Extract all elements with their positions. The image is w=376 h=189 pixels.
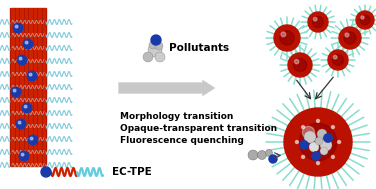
Circle shape [302,155,305,158]
Circle shape [148,43,162,57]
Circle shape [288,53,312,77]
Circle shape [28,135,38,145]
Circle shape [293,58,306,72]
Circle shape [334,55,337,59]
Circle shape [11,87,21,97]
Circle shape [308,12,328,32]
Circle shape [338,140,341,143]
Circle shape [155,52,165,62]
Circle shape [16,119,26,129]
Circle shape [151,35,161,45]
Circle shape [356,11,374,29]
Circle shape [269,155,277,163]
Circle shape [248,150,258,160]
Circle shape [344,32,356,44]
Circle shape [361,16,364,19]
Circle shape [24,105,27,108]
Circle shape [304,131,316,143]
Circle shape [155,42,163,50]
Bar [10,8,46,166]
Text: EC-TPE: EC-TPE [112,167,152,177]
Circle shape [281,32,286,37]
Circle shape [22,103,32,113]
Circle shape [320,139,332,151]
Circle shape [331,155,334,158]
Circle shape [317,119,320,122]
Circle shape [19,151,29,161]
Circle shape [294,60,299,64]
Circle shape [300,141,308,149]
Circle shape [345,33,349,37]
Circle shape [149,41,157,49]
Circle shape [280,31,294,45]
Circle shape [328,50,348,70]
Circle shape [315,137,323,145]
Circle shape [143,52,153,62]
Circle shape [19,57,22,60]
Circle shape [258,150,267,160]
Circle shape [309,142,319,152]
Circle shape [302,126,305,129]
Circle shape [27,71,37,81]
Circle shape [13,89,16,92]
Circle shape [339,27,361,49]
Circle shape [317,129,327,139]
Circle shape [324,134,332,142]
Circle shape [360,15,370,25]
Text: Fluorescence quenching: Fluorescence quenching [120,136,244,145]
Circle shape [312,152,320,160]
Circle shape [284,108,352,176]
Circle shape [302,126,315,139]
Circle shape [314,17,317,21]
Circle shape [30,137,33,140]
Circle shape [317,162,320,165]
Circle shape [29,73,32,76]
Text: Pollutants: Pollutants [169,43,229,53]
Circle shape [21,153,24,156]
Circle shape [15,25,18,28]
Circle shape [41,167,51,177]
Circle shape [265,149,273,156]
Circle shape [25,41,28,44]
FancyArrow shape [118,79,216,97]
Circle shape [296,140,299,143]
Circle shape [299,123,337,161]
Circle shape [312,16,323,28]
Circle shape [274,25,300,51]
Text: Morphology transition: Morphology transition [120,112,233,121]
Circle shape [23,39,33,49]
Circle shape [18,121,21,124]
Text: Opaque-transparent transition: Opaque-transparent transition [120,124,277,133]
Circle shape [331,126,334,129]
Circle shape [332,54,344,66]
Circle shape [320,147,328,155]
Circle shape [17,55,27,65]
Circle shape [13,23,23,33]
